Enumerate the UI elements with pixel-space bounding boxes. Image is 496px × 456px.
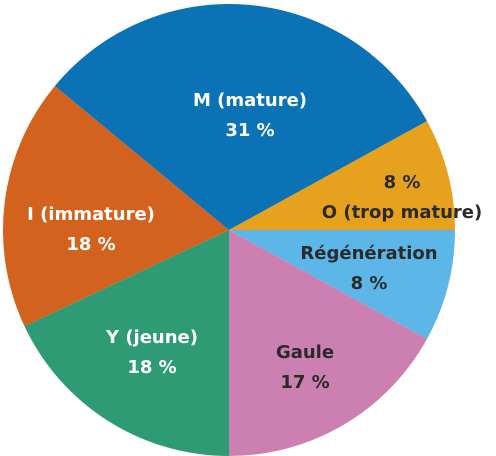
slice-label: O (trop mature) [322,202,482,223]
pie-slice [229,230,455,339]
value-label: 8 % [351,273,388,294]
pie-slice [24,230,229,456]
pie-slice [2,85,229,327]
slice-label: Régénération [300,243,437,264]
value-label: 17 % [280,372,329,393]
slice-label: Y (jeune) [105,327,198,348]
value-label: 8 % [384,172,421,193]
value-label: 18 % [66,234,115,255]
slice-label: M (mature) [193,90,307,111]
pie-slice [229,121,455,230]
value-label: 18 % [127,357,176,378]
slice-label: I (immature) [27,204,155,225]
pie-slice [229,230,428,456]
value-label: 31 % [225,120,274,141]
slice-label: Gaule [276,342,334,363]
pie-slice [54,4,428,231]
